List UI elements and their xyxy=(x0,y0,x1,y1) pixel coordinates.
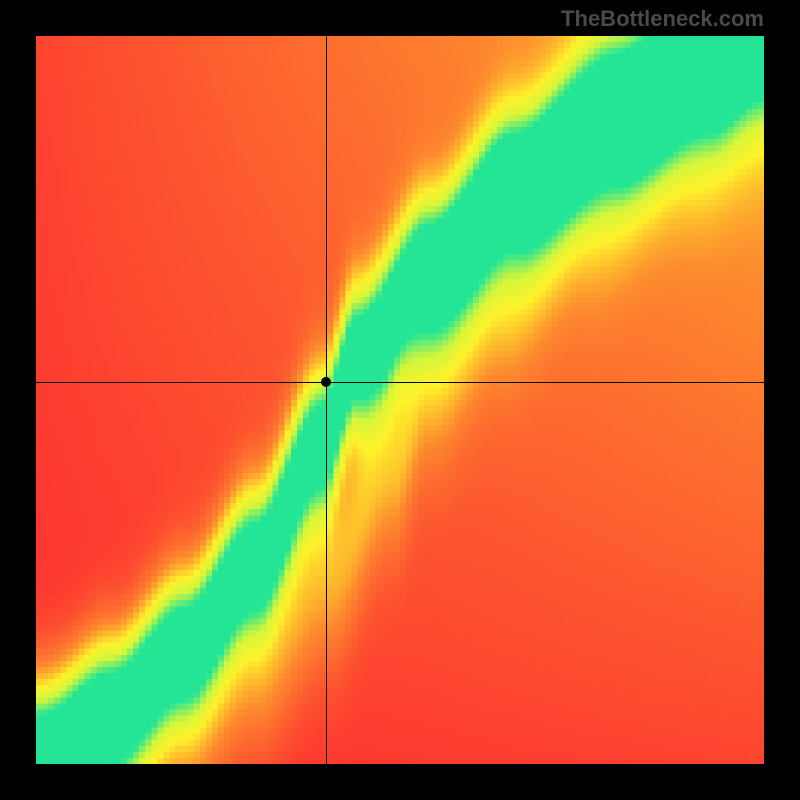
crosshair-marker xyxy=(321,377,331,387)
heatmap-canvas xyxy=(36,36,764,764)
watermark-text: TheBottleneck.com xyxy=(561,6,764,32)
chart-container: TheBottleneck.com xyxy=(0,0,800,800)
crosshair-vertical xyxy=(326,36,327,764)
plot-area xyxy=(36,36,764,764)
crosshair-horizontal xyxy=(36,382,764,383)
